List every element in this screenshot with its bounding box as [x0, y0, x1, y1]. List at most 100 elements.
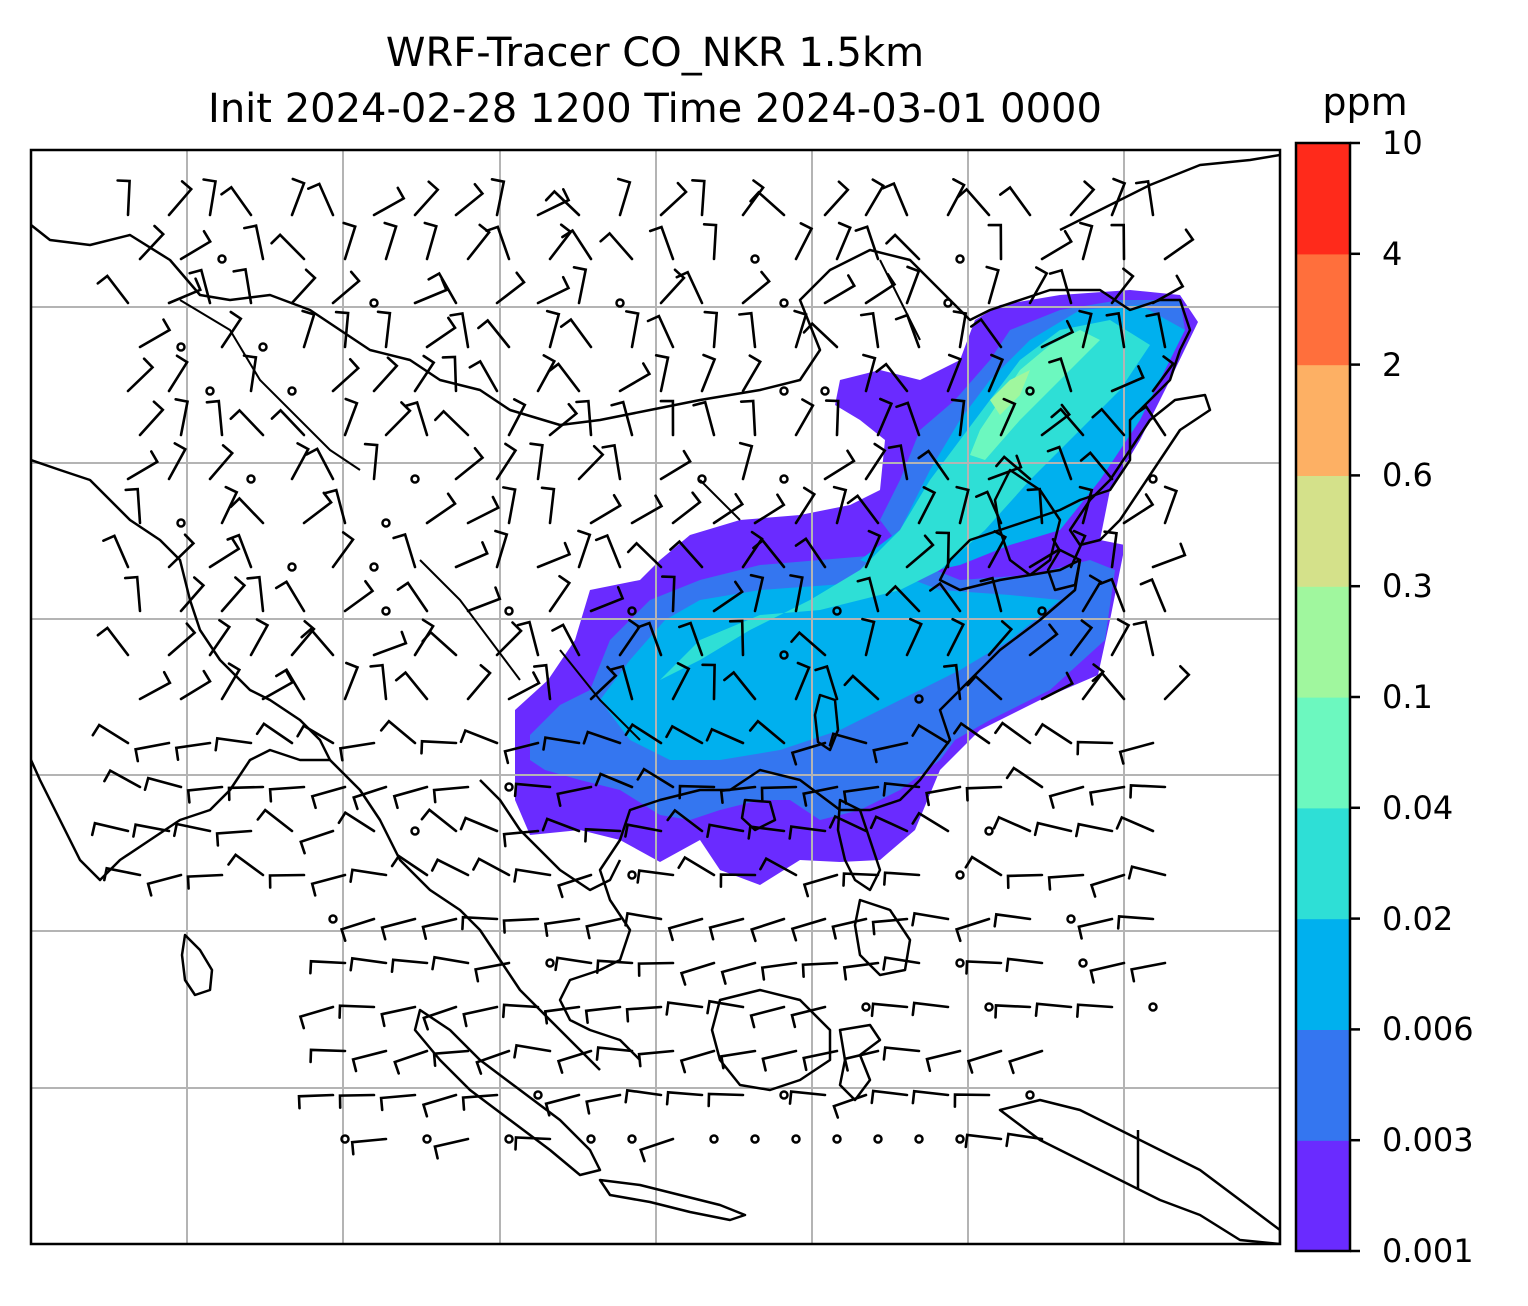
sulawesi: [838, 1023, 882, 1102]
wind-barb: [1026, 487, 1044, 525]
wind-barb: [138, 318, 172, 349]
wind-barb: [179, 230, 212, 261]
wind-barb: [544, 1093, 581, 1117]
wind-barb: [584, 1005, 622, 1024]
wind-barb: [870, 1002, 909, 1018]
wind-barb: [1163, 485, 1179, 525]
wind-barb: [917, 449, 950, 481]
wind-barb: [432, 1049, 470, 1067]
wind-barb: [296, 724, 335, 745]
calm-wind-circle: [914, 694, 924, 704]
wind-barbs: [90, 177, 1195, 1163]
luzon: [836, 798, 882, 892]
japan-honshu: [1068, 393, 1212, 547]
wind-barb: [671, 491, 702, 525]
wind-barb: [1034, 1002, 1073, 1017]
wind-barb: [719, 1049, 757, 1070]
wind-barb: [646, 314, 675, 349]
wind-barb: [789, 574, 804, 613]
wind-barb: [741, 354, 762, 393]
wind-barb: [601, 443, 622, 481]
wind-barb: [274, 580, 306, 613]
colorbar-segment: [1296, 253, 1350, 366]
wind-barb: [1110, 365, 1145, 393]
colorbar-tick-label: 0.3: [1382, 567, 1433, 606]
wind-barb: [495, 621, 523, 657]
wind-barb: [585, 1093, 622, 1115]
wind-barb: [494, 529, 509, 569]
wind-barb: [376, 310, 392, 349]
calm-wind-circle: [369, 562, 379, 572]
wind-barb: [966, 674, 1003, 701]
wind-barb: [392, 785, 429, 810]
wind-barb: [208, 618, 232, 657]
wind-barb: [393, 1049, 429, 1075]
wind-barb: [894, 313, 921, 349]
wind-barb: [477, 318, 511, 349]
map-frame: [29, 148, 1282, 1246]
wind-barb: [379, 1093, 417, 1112]
calm-wind-circle: [779, 1090, 789, 1100]
wind-barb: [352, 785, 388, 811]
wind-barb: [872, 741, 909, 764]
wind-barb: [390, 958, 429, 973]
wind-barb: [502, 917, 540, 934]
wind-barb: [1040, 671, 1075, 701]
wind-barb: [255, 721, 294, 745]
wind-barb: [1163, 665, 1191, 701]
wind-barb: [421, 630, 458, 657]
wind-barb: [659, 449, 692, 481]
wind-barb: [270, 408, 306, 437]
wind-barb: [610, 400, 634, 437]
wind-barb: [1110, 177, 1127, 217]
wind-barb: [748, 719, 786, 745]
colorbar-segment: [1296, 1140, 1350, 1252]
colorbar-tick-label: 0.001: [1382, 1232, 1474, 1270]
wind-barb: [454, 183, 485, 217]
wind-barb: [624, 722, 663, 745]
wind-barb: [96, 626, 130, 657]
wind-barb: [987, 223, 1003, 261]
wind-barb: [1122, 493, 1155, 525]
wind-barb: [994, 1004, 1032, 1019]
tracer-band-004: [970, 330, 1100, 460]
wind-barb: [1048, 356, 1073, 393]
wind-barb: [1089, 873, 1126, 898]
wind-barb: [885, 233, 921, 261]
wind-barb: [589, 494, 622, 525]
wind-barb: [502, 486, 517, 525]
wind-barb: [712, 580, 744, 613]
wind-barb: [466, 586, 502, 613]
wind-barb: [556, 1049, 593, 1074]
wind-barb: [987, 530, 1008, 569]
wind-barb: [788, 1090, 827, 1105]
wind-barb: [630, 494, 664, 525]
wind-barb: [454, 447, 485, 481]
wind-barb: [794, 398, 815, 437]
calm-wind-circle: [176, 342, 186, 352]
wind-barb: [1139, 577, 1167, 613]
sakhalin-kamchatka: [1059, 153, 1280, 232]
wind-barb: [659, 268, 686, 305]
wind-barb: [1034, 722, 1073, 745]
wind-barb: [661, 575, 676, 613]
colorbar-segment: [1296, 143, 1350, 255]
wind-barb: [749, 1005, 786, 1029]
wind-barb: [1118, 741, 1155, 765]
wind-barb: [350, 1137, 388, 1156]
wind-barb: [96, 274, 130, 305]
calm-wind-circle: [533, 1090, 543, 1100]
wind-barb: [132, 823, 171, 838]
wind-barb: [551, 623, 581, 657]
wind-barb: [953, 721, 991, 745]
inner-borders: [179, 259, 921, 741]
wind-barb: [667, 917, 704, 942]
wind-barb: [887, 444, 909, 481]
wind-barb: [707, 1092, 745, 1108]
wind-barb: [970, 317, 1003, 349]
wind-barb: [703, 310, 719, 349]
wind-barb: [828, 814, 868, 833]
wind-barb: [1089, 961, 1126, 984]
calm-wind-circle: [914, 1134, 924, 1144]
wind-barb: [1076, 1003, 1114, 1018]
